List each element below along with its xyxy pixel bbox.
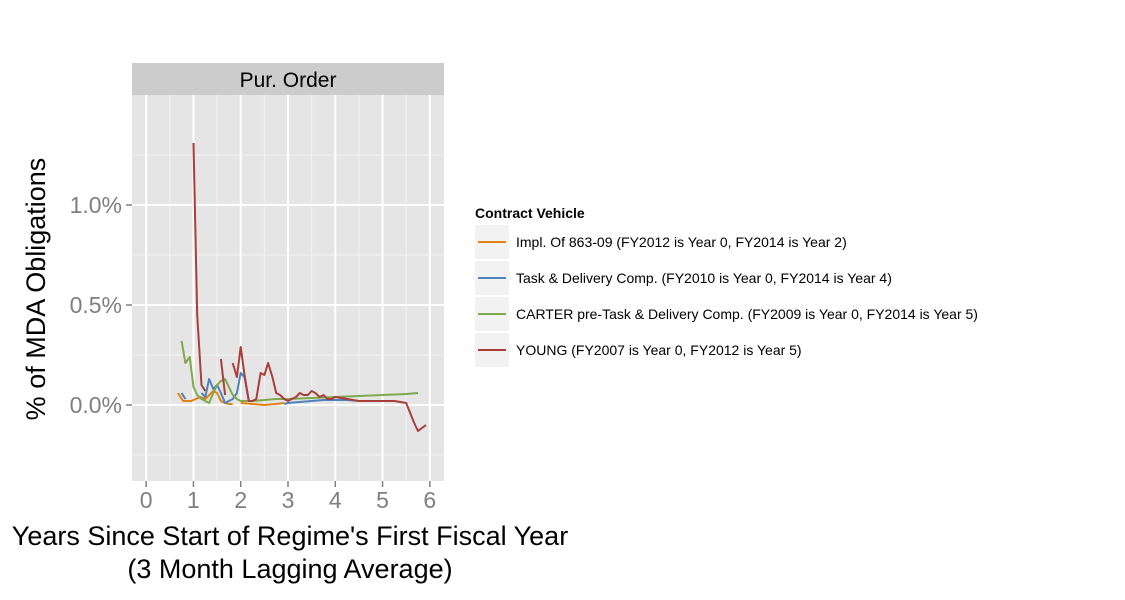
legend-label: Impl. Of 863-09 (FY2012 is Year 0, FY201… bbox=[516, 234, 847, 250]
legend-label: YOUNG (FY2007 is Year 0, FY2012 is Year … bbox=[516, 342, 802, 358]
legend-item: CARTER pre-Task & Delivery Comp. (FY2009… bbox=[475, 296, 1115, 332]
x-tick-label: 0 bbox=[140, 487, 153, 513]
legend-swatch bbox=[478, 241, 506, 243]
y-tick-label: 1.0% bbox=[70, 192, 122, 218]
legend-swatch bbox=[478, 313, 506, 315]
facet-strip-label: Pur. Order bbox=[240, 69, 337, 92]
facet-strip bbox=[132, 63, 444, 95]
x-tick-label: 6 bbox=[423, 487, 436, 513]
legend-label: CARTER pre-Task & Delivery Comp. (FY2009… bbox=[516, 306, 978, 322]
series-line-3 bbox=[192, 142, 207, 392]
series-line-2 bbox=[180, 340, 419, 404]
series-line-3 bbox=[231, 346, 427, 432]
legend-label: Task & Delivery Comp. (FY2010 is Year 0,… bbox=[516, 270, 892, 286]
legend-key bbox=[475, 261, 509, 295]
x-tick-label: 3 bbox=[282, 487, 295, 513]
series-line-1 bbox=[200, 372, 250, 404]
x-tick-label: 4 bbox=[329, 487, 342, 513]
legend-swatch bbox=[478, 277, 506, 279]
legend-item: Task & Delivery Comp. (FY2010 is Year 0,… bbox=[475, 260, 1115, 296]
legend-key bbox=[475, 333, 509, 367]
x-tick-label: 5 bbox=[376, 487, 389, 513]
series-line-0 bbox=[240, 402, 285, 406]
x-tick-label: 1 bbox=[187, 487, 200, 513]
x-tick-label: 2 bbox=[234, 487, 247, 513]
x-axis-title-line1: Years Since Start of Regime's First Fisc… bbox=[12, 521, 568, 551]
x-axis-title-line2: (3 Month Lagging Average) bbox=[127, 554, 452, 584]
legend-key bbox=[475, 297, 509, 331]
legend-swatch bbox=[478, 349, 506, 351]
legend-title: Contract Vehicle bbox=[475, 205, 585, 221]
y-tick-label: 0.5% bbox=[70, 292, 122, 318]
y-tick-label: 0.0% bbox=[70, 392, 122, 418]
legend: Contract Vehicle Impl. Of 863-09 (FY2012… bbox=[475, 202, 1115, 368]
y-axis-title: % of MDA Obligations bbox=[21, 158, 51, 421]
legend-key bbox=[475, 225, 509, 259]
legend-item: Impl. Of 863-09 (FY2012 is Year 0, FY201… bbox=[475, 224, 1115, 260]
series-line-1 bbox=[180, 392, 187, 400]
series-line-3 bbox=[219, 358, 227, 396]
legend-item: YOUNG (FY2007 is Year 0, FY2012 is Year … bbox=[475, 332, 1115, 368]
